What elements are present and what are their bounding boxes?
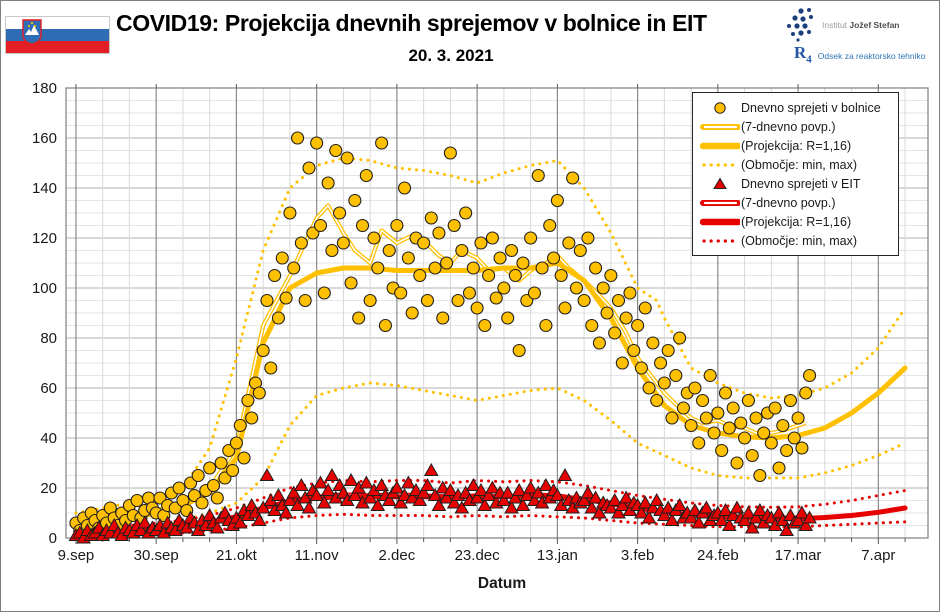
x-tick-label: 3.feb xyxy=(621,547,654,564)
r4-department-label: Odsek za reaktorsko tehniko xyxy=(817,51,926,62)
x-tick-label: 21.okt xyxy=(216,547,258,564)
x-tick-label: 7.apr xyxy=(861,547,895,564)
legend-item-label: Dnevno sprejeti v EIT xyxy=(741,176,861,191)
plot-border xyxy=(65,87,929,539)
ijs-dots-icon xyxy=(787,8,813,42)
legend-item-7: (Območje: min, max) xyxy=(699,231,896,250)
slovenia-coat-of-arms-icon xyxy=(22,19,42,45)
y-tick-label: 100 xyxy=(32,280,57,297)
y-tick-label: 160 xyxy=(32,130,57,147)
r4-symbol: R4 xyxy=(794,43,812,66)
dotted-legend-marker-icon xyxy=(699,234,741,248)
y-tick-label: 20 xyxy=(40,480,57,497)
legend-item-label: (Projekcija: R=1,16) xyxy=(741,214,852,229)
ijs-logo-text: Institut Jožef Stefan xyxy=(822,20,900,30)
y-tick-label: 80 xyxy=(40,330,57,347)
x-tick-label: 30.sep xyxy=(134,547,179,564)
legend-item-1: (7-dnevno povp.) xyxy=(699,117,896,136)
thick-legend-marker-icon xyxy=(699,139,741,153)
series-eit-scatter xyxy=(68,462,817,544)
y-tick-label: 140 xyxy=(32,180,57,197)
y-tick-label: 60 xyxy=(40,380,57,397)
x-tick-label: 13.jan xyxy=(537,547,578,564)
y-tick-label: 120 xyxy=(32,230,57,247)
double-legend-marker-icon xyxy=(699,196,741,210)
slovenia-flag xyxy=(5,16,110,54)
legend-item-0: Dnevno sprejeti v bolnice xyxy=(699,98,896,117)
double-legend-marker-icon xyxy=(699,120,741,134)
legend-item-label: (7-dnevno povp.) xyxy=(741,195,836,210)
legend-item-label: (Območje: min, max) xyxy=(741,233,857,248)
y-tick-label: 40 xyxy=(40,430,57,447)
axis-ticks xyxy=(75,84,906,544)
x-axis-title: Datum xyxy=(478,575,526,592)
legend-item-3: (Območje: min, max) xyxy=(699,155,896,174)
x-tick-label: 24.feb xyxy=(697,547,739,564)
triangle-legend-marker-icon xyxy=(699,177,741,191)
legend-item-4: Dnevno sprejeti v EIT xyxy=(699,174,896,193)
page-title: COVID19: Projekcija dnevnih sprejemov v … xyxy=(116,10,707,36)
chart-legend: Dnevno sprejeti v bolnice (7-dnevno povp.… xyxy=(692,92,899,256)
x-tick-label: 9.sep xyxy=(58,547,95,564)
legend-item-2: (Projekcija: R=1,16) xyxy=(699,136,896,155)
legend-item-5: (7-dnevno povp.) xyxy=(699,193,896,212)
x-tick-label: 17.mar xyxy=(775,547,822,564)
legend-item-label: Dnevno sprejeti v bolnice xyxy=(741,100,881,115)
x-tick-label: 2.dec xyxy=(379,547,416,564)
x-tick-label: 11.nov xyxy=(295,547,339,564)
axis-labels: 0 20 40 60 80 100 120 140 160 180 9.sep 30.sep 21.ok… xyxy=(32,80,895,592)
circle-legend-marker-icon xyxy=(699,101,741,115)
series-bolnice-min xyxy=(74,381,907,535)
legend-item-label: (7-dnevno povp.) xyxy=(741,119,836,134)
legend-item-label: (Projekcija: R=1,16) xyxy=(741,138,852,153)
legend-item-label: (Območje: min, max) xyxy=(741,157,857,172)
thick-legend-marker-icon xyxy=(699,215,741,229)
y-tick-label: 0 xyxy=(49,530,57,547)
x-tick-label: 23.dec xyxy=(455,547,501,564)
y-tick-label: 180 xyxy=(32,80,57,97)
dotted-legend-marker-icon xyxy=(699,158,741,172)
series-group xyxy=(68,131,908,544)
legend-item-6: (Projekcija: R=1,16) xyxy=(699,212,896,231)
page-subtitle: 20. 3. 2021 xyxy=(408,46,494,65)
ijs-logo: Institut Jožef Stefan xyxy=(786,8,900,42)
r4-logo: R4 Odsek za reaktorsko tehniko xyxy=(794,44,926,68)
